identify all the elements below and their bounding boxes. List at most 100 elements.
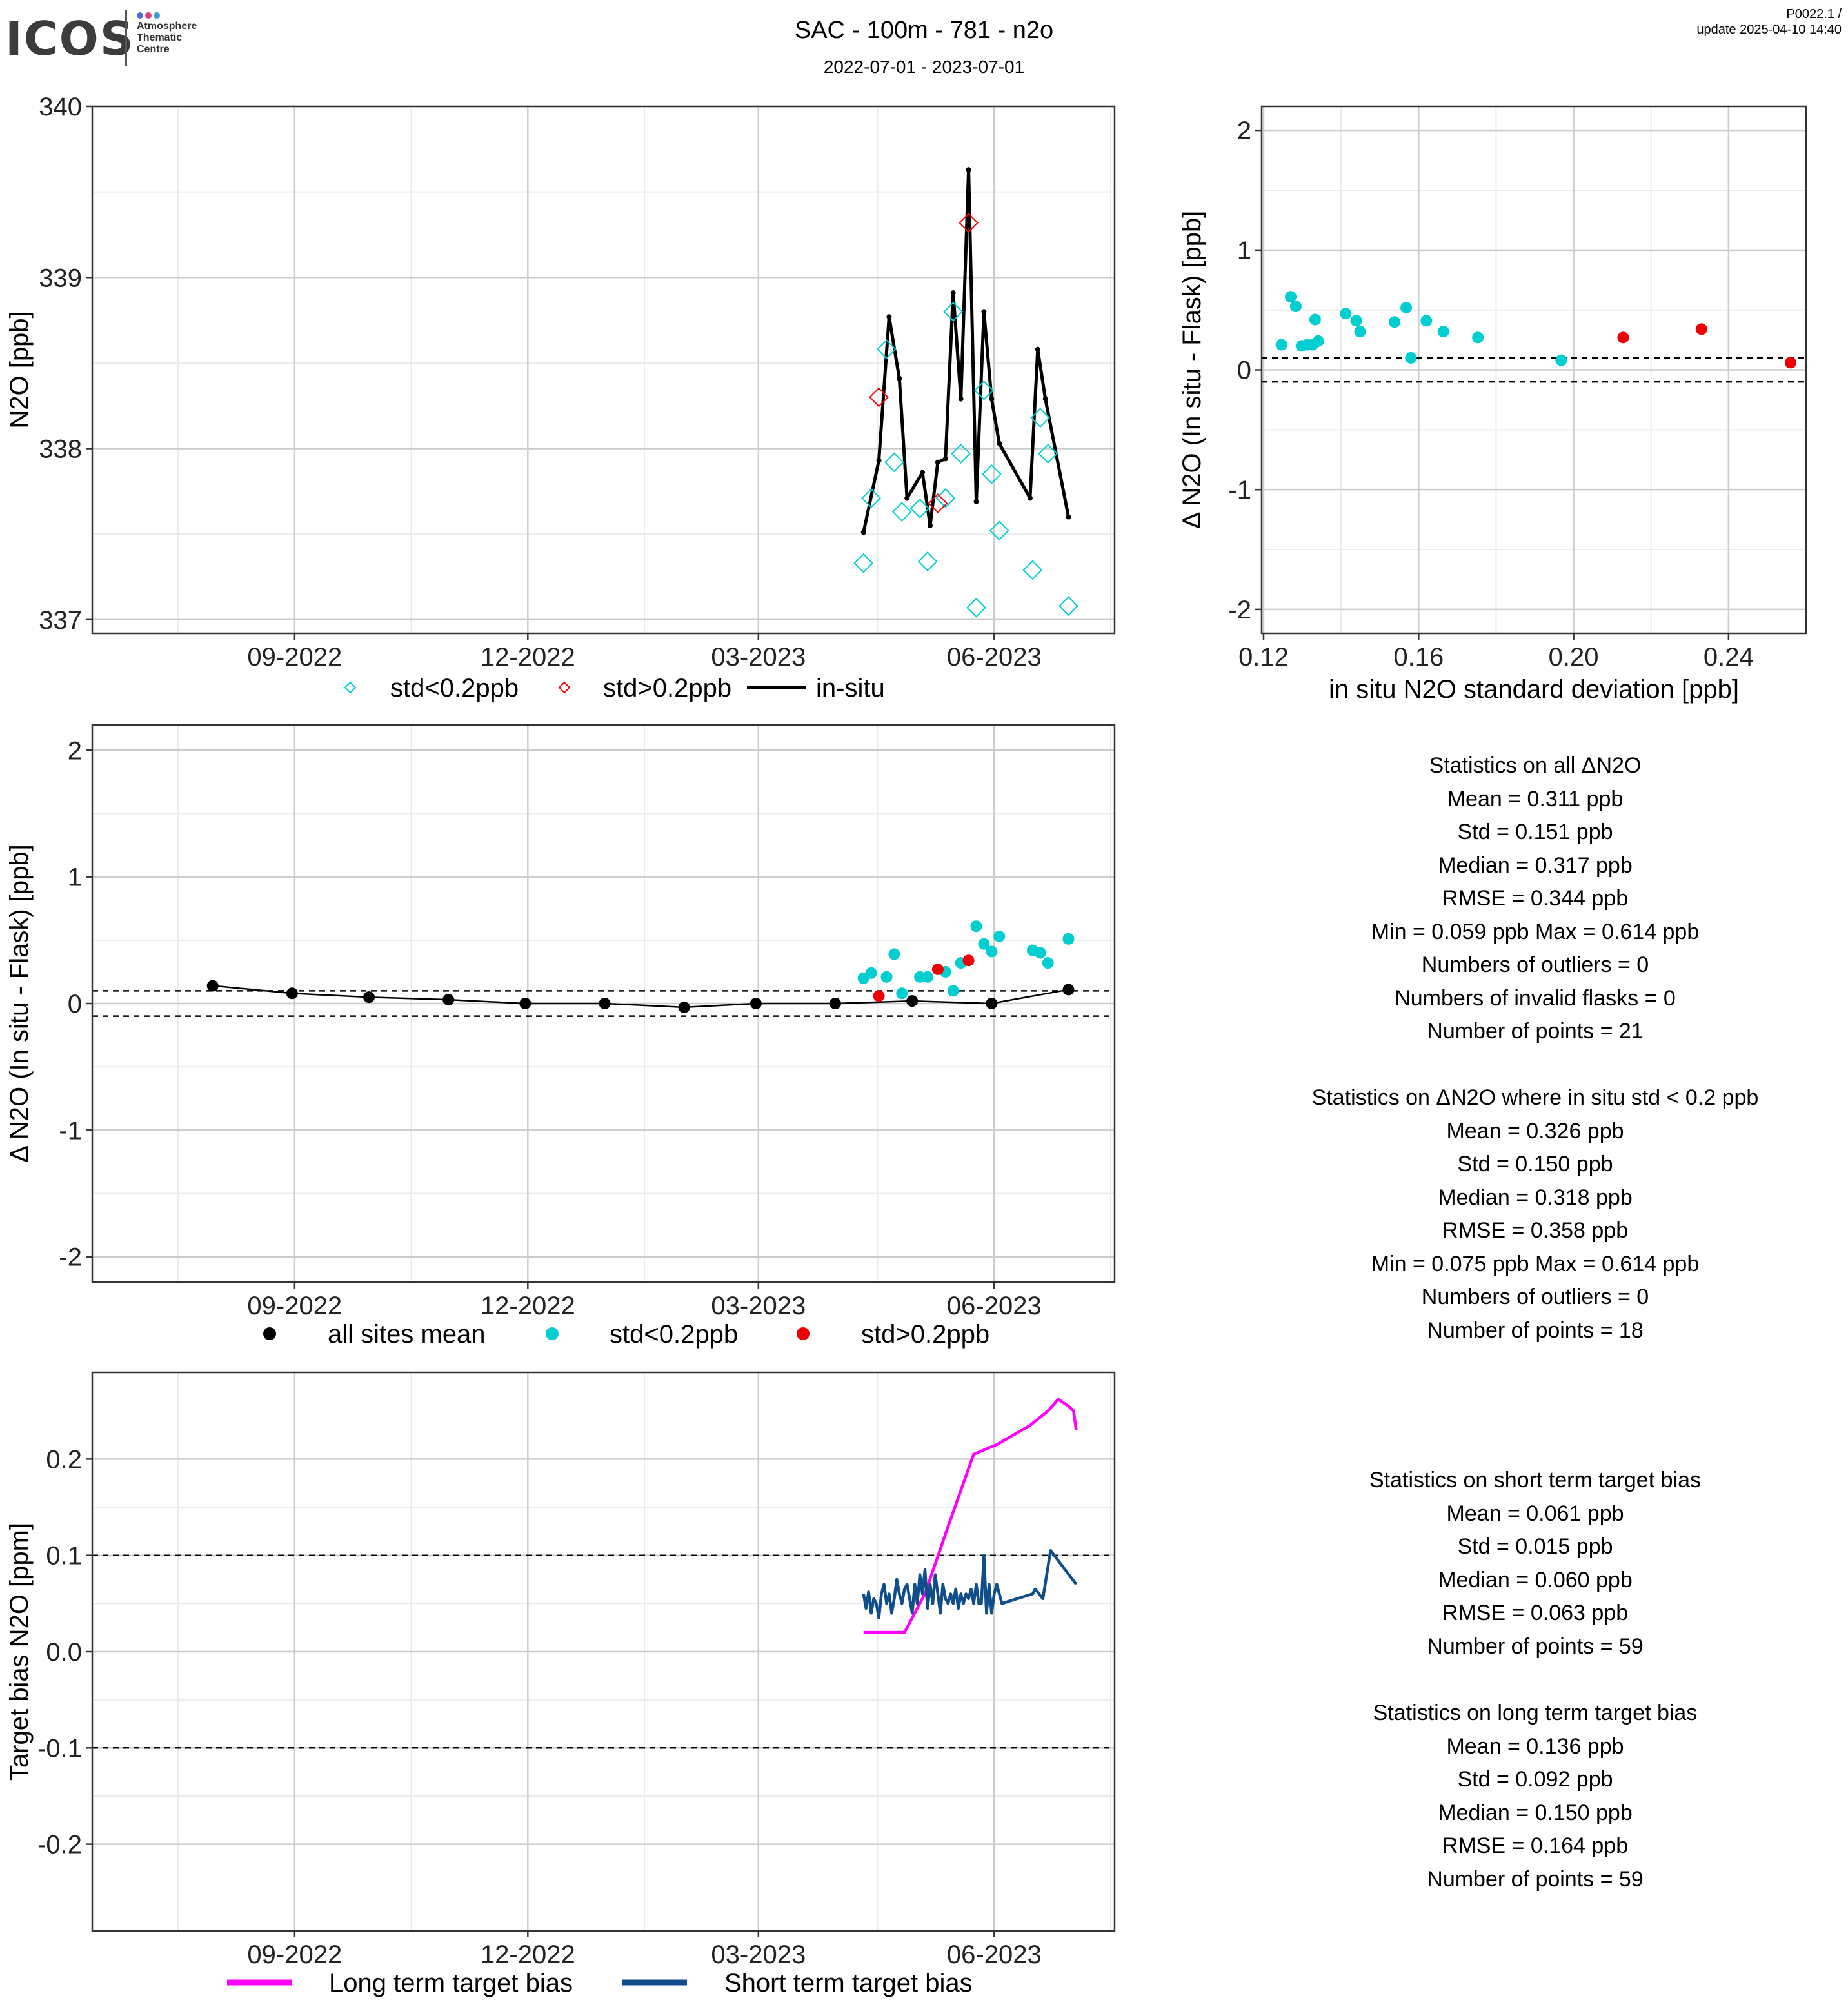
legend-label: Short term target bias xyxy=(724,1969,973,1997)
x-tick-label: 0.20 xyxy=(1549,643,1599,671)
all-sites-mean-point xyxy=(519,998,532,1009)
y-tick-label: 0 xyxy=(68,990,82,1018)
y-tick-label: -1 xyxy=(59,1116,82,1145)
std-low-point xyxy=(1289,301,1302,313)
std-low-point xyxy=(1309,313,1321,326)
flask-std-low-marker xyxy=(943,301,964,322)
all-sites-mean-point xyxy=(678,1001,690,1013)
stats-line: Numbers of outliers = 0 xyxy=(1421,953,1649,977)
short-term-bias-line xyxy=(862,1548,1078,1619)
y-tick-label: 339 xyxy=(39,264,82,292)
stats-heading: Statistics on short term target bias xyxy=(1369,1468,1701,1492)
stats-heading: Statistics on all ΔN2O xyxy=(1429,753,1642,778)
y-tick-label: -1 xyxy=(1228,476,1251,504)
logo-subtext-line: Thematic xyxy=(137,32,183,43)
y-tick-label: 2 xyxy=(68,737,82,765)
stats-line: Std = 0.092 ppb xyxy=(1457,1767,1613,1792)
stats-line: RMSE = 0.063 ppb xyxy=(1442,1601,1629,1625)
y-tick-label: 0.1 xyxy=(46,1542,82,1570)
in-situ-point xyxy=(860,529,866,535)
all-sites-mean-point xyxy=(599,998,611,1009)
flask-std-low-marker xyxy=(951,444,971,464)
legend-std-high-symbol xyxy=(558,681,571,694)
y-axis-label: Target bias N2O [ppm] xyxy=(5,1523,34,1781)
y-tick-label: 1 xyxy=(1237,237,1251,265)
legend-label: std<0.2ppb xyxy=(610,1320,738,1349)
std-low-point xyxy=(1555,354,1567,366)
legend-label: Long term target bias xyxy=(329,1969,573,1997)
all-sites-mean-point xyxy=(906,995,919,1007)
in-situ-point xyxy=(897,375,902,381)
all-sites-mean-point xyxy=(830,998,842,1009)
in-situ-point xyxy=(1042,396,1048,402)
legend-label: all sites mean xyxy=(328,1320,486,1349)
y-tick-label: 1 xyxy=(68,864,82,892)
std-low-point xyxy=(978,938,990,950)
stats-heading: Statistics on ΔN2O where in situ std < 0… xyxy=(1311,1085,1759,1110)
stats-line: Min = 0.075 ppb Max = 0.614 ppb xyxy=(1371,1251,1700,1276)
std-low-point xyxy=(1400,301,1413,313)
stats-line: Number of points = 59 xyxy=(1427,1634,1644,1659)
std-low-point xyxy=(1472,331,1484,344)
std-scatter-panel: -2 -1 0 1 2 0.12 0.16 0.20 0.24 Δ N2O (In situ - … xyxy=(1178,105,1807,704)
in-situ-point xyxy=(1035,346,1040,352)
all-sites-mean-point xyxy=(286,987,298,1000)
std-low-point xyxy=(1275,339,1287,351)
x-tick-label: 09-2022 xyxy=(247,1941,342,1969)
in-situ-point xyxy=(935,459,940,465)
flask-std-low-marker xyxy=(853,553,874,573)
stats-line: Median = 0.318 ppb xyxy=(1438,1185,1633,1210)
stats-line: Median = 0.060 ppb xyxy=(1438,1567,1633,1592)
legend-std-low-symbol xyxy=(546,1327,559,1340)
std-low-point xyxy=(1340,308,1352,320)
legend-label: in-situ xyxy=(816,674,885,702)
y-tick-label: 338 xyxy=(39,435,82,464)
all-sites-mean-point xyxy=(750,998,762,1009)
stats-line: Std = 0.151 ppb xyxy=(1457,820,1613,844)
flask-std-low-marker xyxy=(884,452,904,473)
x-tick-label: 09-2022 xyxy=(247,643,342,671)
x-tick-label: 12-2022 xyxy=(481,1941,575,1969)
stats-line: Std = 0.150 ppb xyxy=(1457,1152,1613,1176)
std-high-point xyxy=(962,954,975,967)
x-tick-label: 03-2023 xyxy=(711,643,806,671)
target-bias-legend: Long term target bias Short term target b… xyxy=(227,1969,973,1997)
x-tick-label: 03-2023 xyxy=(711,1292,806,1320)
timeseries-legend: std<0.2ppb std>0.2ppb in-situ xyxy=(344,674,885,702)
std-low-point xyxy=(1042,957,1054,969)
x-axis-label: in situ N2O standard deviation [ppb] xyxy=(1329,675,1739,704)
y-tick-label: -2 xyxy=(1228,596,1251,624)
stats-line: Median = 0.150 ppb xyxy=(1438,1800,1633,1825)
version-info: P0022.1 / update 2025-04-10 14:40 xyxy=(1696,6,1842,37)
in-situ-point xyxy=(966,167,971,173)
legend-label: std<0.2ppb xyxy=(390,674,519,702)
stats-short-block: Statistics on short term target bias Mea… xyxy=(1245,1464,1825,1663)
flask-std-low-marker xyxy=(909,498,930,519)
long-term-bias-line xyxy=(863,1398,1078,1634)
stats-line: RMSE = 0.358 ppb xyxy=(1442,1218,1629,1243)
flask-std-low-marker xyxy=(1038,444,1058,464)
y-tick-label: -0.1 xyxy=(37,1734,82,1763)
all-sites-mean-point xyxy=(442,994,455,1006)
in-situ-point xyxy=(989,396,995,402)
in-situ-point xyxy=(958,396,964,402)
in-situ-point xyxy=(1027,495,1033,501)
all-sites-mean-line xyxy=(212,985,1069,1009)
std-low-point xyxy=(1354,326,1366,338)
stats-std-block: Statistics on ΔN2O where in situ std < 0… xyxy=(1245,1082,1825,1347)
target-bias-panel: -0.2 -0.1 0.0 0.1 0.2 09-2022 12-2022 03-2023 06… xyxy=(5,1371,1116,1997)
flask-std-low-marker xyxy=(877,339,897,360)
update-timestamp: update 2025-04-10 14:40 xyxy=(1696,23,1842,37)
logo-dots-icon xyxy=(137,10,162,22)
y-tick-label: -0.2 xyxy=(37,1831,82,1859)
std-low-point xyxy=(1034,947,1046,959)
std-low-point xyxy=(1285,291,1297,303)
y-tick-label: 2 xyxy=(1237,117,1251,145)
delta-legend: all sites mean std<0.2ppb std>0.2ppb xyxy=(263,1320,989,1349)
x-tick-label: 12-2022 xyxy=(481,1292,575,1320)
std-low-point xyxy=(1405,351,1417,364)
stats-line: Number of points = 59 xyxy=(1427,1866,1644,1892)
flask-std-low-marker xyxy=(891,502,912,522)
x-tick-label: 06-2023 xyxy=(947,1941,1042,1969)
